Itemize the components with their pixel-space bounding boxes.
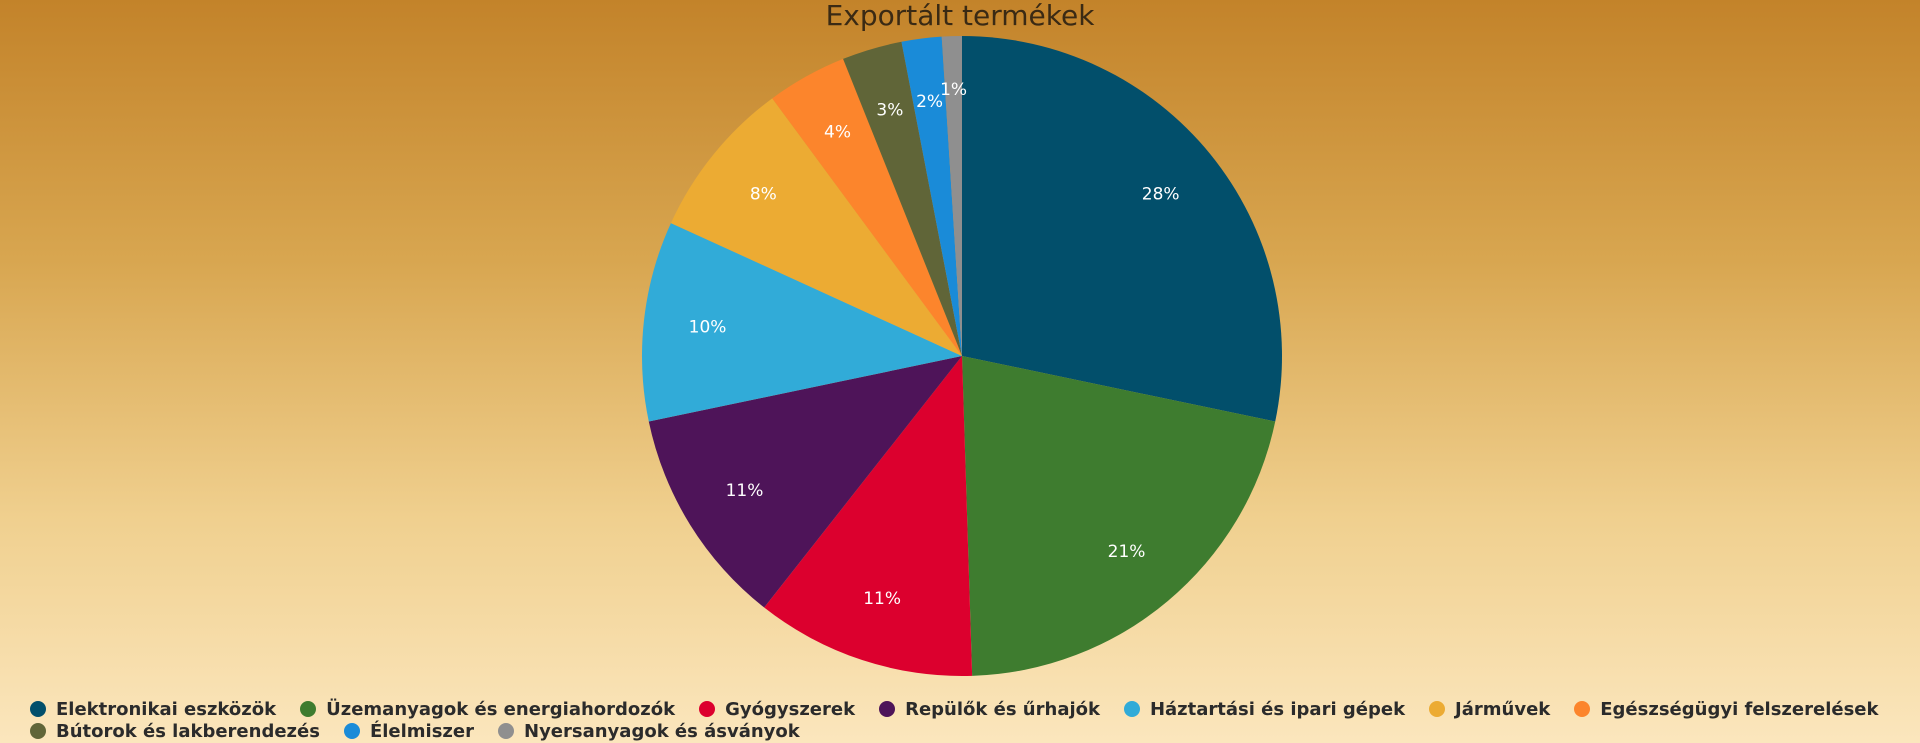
- slice-label-5: 10%: [689, 318, 727, 338]
- slice-label-1: 28%: [1142, 185, 1180, 205]
- legend-label: Járművek: [1455, 698, 1551, 720]
- slice-label-9: 2%: [916, 92, 943, 112]
- legend-item-7[interactable]: Egészségügyi felszerelések: [1574, 698, 1878, 720]
- slice-label-6: 8%: [750, 185, 777, 205]
- slice-label-7: 4%: [824, 122, 851, 142]
- legend-item-1[interactable]: Elektronikai eszközök: [30, 698, 276, 720]
- legend-label: Háztartási és ipari gépek: [1149, 698, 1406, 720]
- legend-item-9[interactable]: Élelmiszer: [343, 720, 474, 742]
- slice-label-2: 21%: [1108, 542, 1146, 562]
- legend-item-2[interactable]: Üzemanyagok és energiahordozók: [300, 698, 675, 720]
- legend-swatch-icon: [1429, 701, 1446, 717]
- legend-swatch-icon: [30, 701, 46, 717]
- chart-title: Exportált termékek: [825, 0, 1095, 32]
- legend-swatch-icon: [1123, 701, 1140, 717]
- legend-swatch-icon: [30, 723, 46, 739]
- legend-label: Nyersanyagok és ásványok: [524, 720, 800, 742]
- legend-item-10[interactable]: Nyersanyagok és ásványok: [498, 720, 800, 742]
- pie-slice-7: [772, 58, 962, 356]
- legend-item-8[interactable]: Bútorok és lakberendezés: [30, 720, 320, 742]
- legend-swatch-icon: [498, 723, 514, 739]
- pie-slice-9: [901, 36, 962, 357]
- chart-legend: Elektronikai eszközök Üzemanyagok és ener…: [30, 698, 1910, 742]
- pie-slice-2: [962, 356, 1276, 676]
- pie-slice-1: [962, 36, 1283, 422]
- pie-slice-8: [843, 41, 962, 357]
- slice-label-4: 11%: [726, 481, 764, 501]
- legend-item-3[interactable]: Gyógyszerek: [699, 698, 855, 720]
- legend-swatch-icon: [699, 701, 716, 717]
- legend-label: Üzemanyagok és energiahordozók: [326, 698, 676, 720]
- pie-slice-10: [941, 36, 962, 356]
- slice-label-10: 1%: [940, 80, 967, 100]
- legend-swatch-icon: [879, 701, 896, 717]
- pie-chart: 28% 21% 11% 11% 10% 8% 4% 3% 2%1%: [642, 36, 1283, 676]
- pie-slice-3: [764, 356, 973, 676]
- slice-label-3: 11%: [863, 589, 901, 609]
- legend-item-6[interactable]: Járművek: [1429, 698, 1550, 720]
- slice-label-8: 3%: [876, 100, 903, 120]
- legend-swatch-icon: [1574, 701, 1591, 717]
- legend-swatch-icon: [300, 701, 317, 717]
- legend-swatch-icon: [343, 723, 360, 739]
- legend-label: Bútorok és lakberendezés: [56, 720, 320, 742]
- legend-item-5[interactable]: Háztartási és ipari gépek: [1123, 698, 1406, 720]
- pie-slice-6: [670, 98, 962, 357]
- legend-label: Elektronikai eszközök: [56, 698, 277, 720]
- legend-label: Repülők és űrhajók: [905, 698, 1100, 720]
- legend-label: Gyógyszerek: [725, 698, 856, 720]
- pie-slice-4: [648, 356, 962, 608]
- pie-slice-5: [642, 223, 962, 422]
- legend-label: Élelmiszer: [369, 720, 474, 742]
- legend-item-4[interactable]: Repülők és űrhajók: [879, 698, 1100, 720]
- legend-label: Egészségügyi felszerelések: [1600, 698, 1879, 720]
